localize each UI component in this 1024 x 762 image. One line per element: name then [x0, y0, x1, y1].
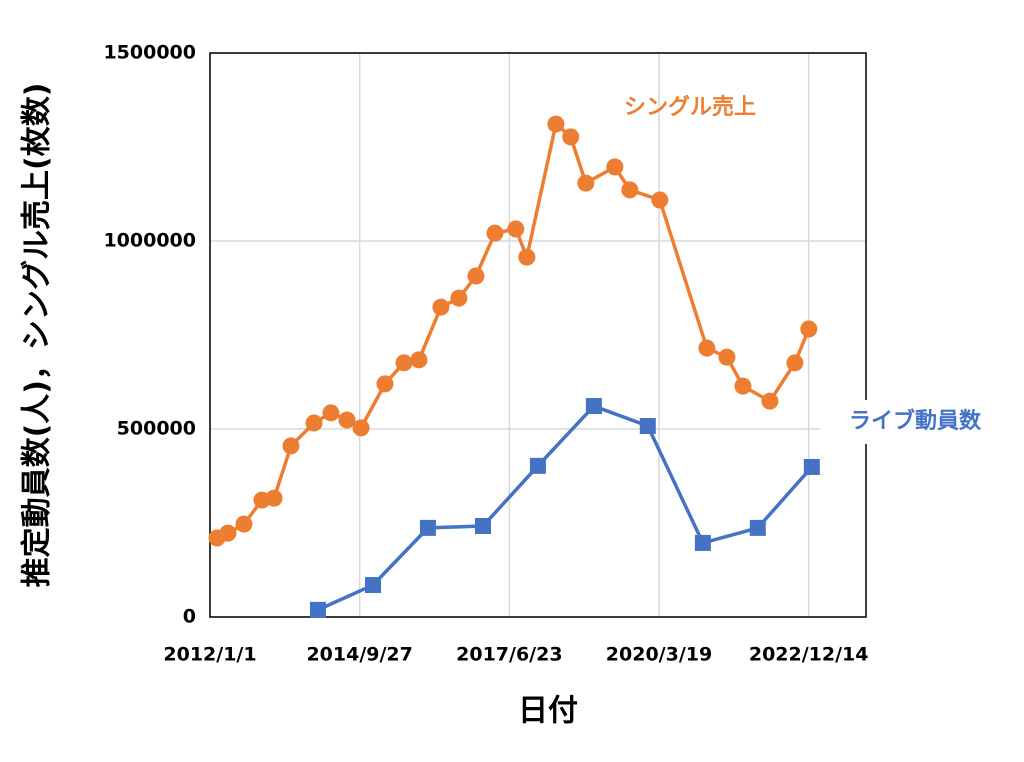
marker: [621, 181, 639, 199]
x-tick-label: 2014/9/27: [306, 644, 412, 666]
marker: [786, 354, 804, 372]
marker: [698, 339, 716, 357]
marker: [265, 489, 283, 507]
series-line: [317, 404, 814, 612]
x-tick-label: 2017/6/23: [456, 644, 562, 666]
marker: [518, 248, 536, 266]
marker: [235, 515, 253, 533]
marker: [364, 577, 381, 594]
series-label: ライブ動員数: [849, 408, 982, 434]
marker: [734, 377, 752, 395]
marker: [718, 348, 736, 366]
marker: [305, 414, 323, 432]
marker: [419, 519, 436, 536]
marker: [467, 267, 485, 285]
label-background: [820, 400, 1010, 444]
plot-border: [209, 52, 867, 618]
marker: [562, 128, 580, 146]
y-tick-label: 1500000: [103, 42, 196, 64]
marker: [606, 158, 624, 176]
marker: [749, 519, 766, 536]
marker: [309, 601, 326, 618]
marker: [338, 411, 356, 429]
marker: [547, 115, 565, 133]
x-tick-label: 2022/12/14: [749, 644, 869, 666]
x-axis-label: 日付: [518, 694, 578, 729]
y-tick-label: 500000: [117, 418, 196, 440]
marker: [585, 398, 602, 415]
marker: [376, 375, 394, 393]
x-tick-label: 2012/1/1: [163, 644, 256, 666]
marker: [651, 191, 669, 209]
marker: [322, 404, 340, 422]
marker: [486, 224, 504, 242]
marker: [410, 351, 428, 369]
marker: [432, 298, 450, 316]
y-tick-label: 0: [183, 606, 196, 628]
marker: [395, 354, 413, 372]
marker: [803, 458, 820, 475]
x-tick-label: 2020/3/19: [606, 644, 712, 666]
marker: [352, 419, 370, 437]
marker: [577, 174, 595, 192]
marker: [694, 534, 711, 551]
marker: [800, 320, 818, 338]
marker: [507, 220, 525, 238]
marker: [639, 417, 656, 434]
marker: [282, 437, 300, 455]
marker: [761, 392, 779, 410]
y-tick-label: 1000000: [103, 230, 196, 252]
marker: [219, 524, 237, 542]
marker: [474, 518, 491, 535]
y-axis-label: 推定動員数(人)，シングル売上(枚数): [20, 83, 55, 588]
marker: [450, 289, 468, 307]
marker: [529, 457, 546, 474]
series-label: シングル売上: [624, 94, 756, 120]
